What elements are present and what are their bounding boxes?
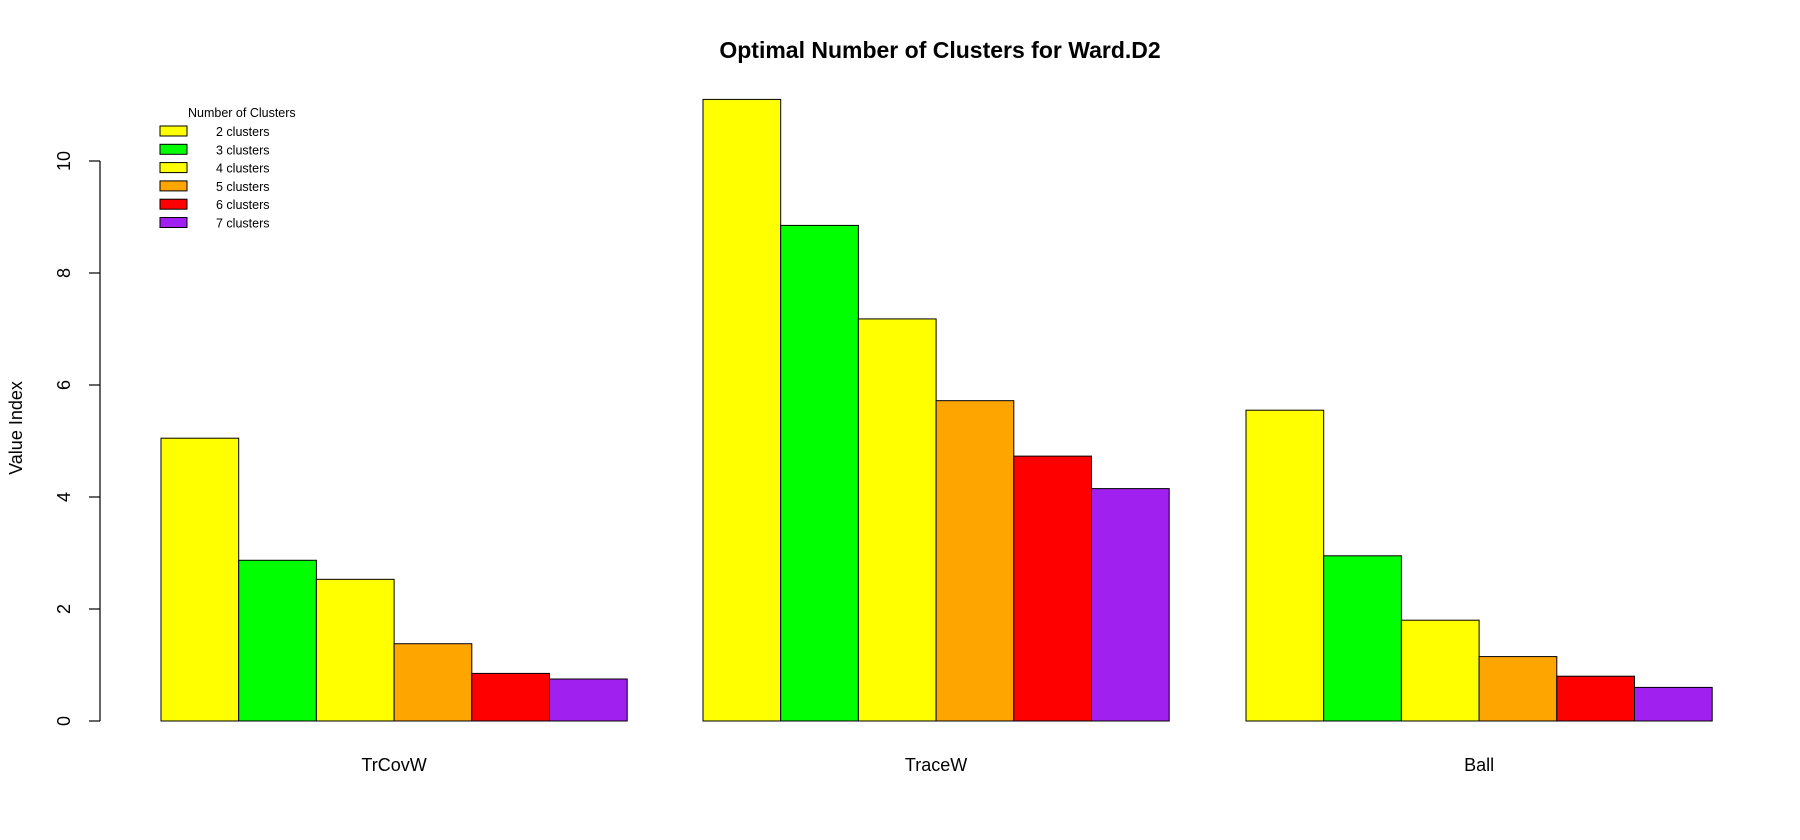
bar-TraceW-2-clusters <box>702 98 782 722</box>
legend: Number of Clusters 2 clusters 3 clusters 4… <box>159 106 296 231</box>
legend-title: Number of Clusters <box>188 106 296 120</box>
x-category-label: TraceW <box>905 755 967 775</box>
bar-TrCovW-4-clusters <box>315 578 395 722</box>
legend-item-label: 7 clusters <box>216 217 270 231</box>
chart-title: Optimal Number of Clusters for Ward.D2 <box>719 37 1160 63</box>
legend-swatch <box>159 125 188 137</box>
bars-group <box>160 98 1713 722</box>
y-axis-label: Value Index <box>6 381 26 475</box>
x-category-label: Ball <box>1464 755 1494 775</box>
y-tick-label: 8 <box>54 268 74 278</box>
legend-item-label: 5 clusters <box>216 180 270 194</box>
legend-swatch <box>159 162 188 174</box>
bar-TraceW-6-clusters <box>1013 455 1092 722</box>
bar-Ball-3-clusters <box>1323 555 1402 722</box>
bar-Ball-4-clusters <box>1400 619 1480 722</box>
bar-TraceW-3-clusters <box>780 224 859 722</box>
legend-item-label: 2 clusters <box>216 125 270 139</box>
y-tick-label: 6 <box>54 380 74 390</box>
y-tick-label: 10 <box>54 151 74 171</box>
y-axis: 0 2 4 6 8 10 <box>54 151 101 726</box>
legend-item-label: 3 clusters <box>216 143 270 157</box>
bar-Ball-7-clusters <box>1634 686 1713 722</box>
bar-TraceW-5-clusters <box>935 400 1015 722</box>
legend-swatch <box>159 180 188 192</box>
y-tick-label: 4 <box>54 492 74 502</box>
y-tick-label: 0 <box>54 716 74 726</box>
bar-TrCovW-2-clusters <box>160 437 240 722</box>
legend-item-label: 4 clusters <box>216 162 270 176</box>
legend-swatch <box>159 198 188 210</box>
bar-TraceW-7-clusters <box>1091 488 1170 722</box>
bar-TrCovW-7-clusters <box>549 678 628 722</box>
bar-TraceW-4-clusters <box>857 318 937 722</box>
bar-TrCovW-3-clusters <box>238 559 317 722</box>
legend-swatch <box>159 217 188 228</box>
x-axis-labels: TrCovW TraceW Ball <box>361 755 1494 775</box>
bar-Ball-2-clusters <box>1245 409 1325 722</box>
x-category-label: TrCovW <box>361 755 426 775</box>
y-tick-label: 2 <box>54 604 74 614</box>
bar-Ball-5-clusters <box>1478 656 1558 722</box>
legend-item-label: 6 clusters <box>216 198 270 212</box>
bar-TrCovW-6-clusters <box>471 672 550 722</box>
legend-swatch <box>159 143 188 155</box>
bar-Ball-6-clusters <box>1556 675 1636 722</box>
bar-TrCovW-5-clusters <box>393 643 473 722</box>
